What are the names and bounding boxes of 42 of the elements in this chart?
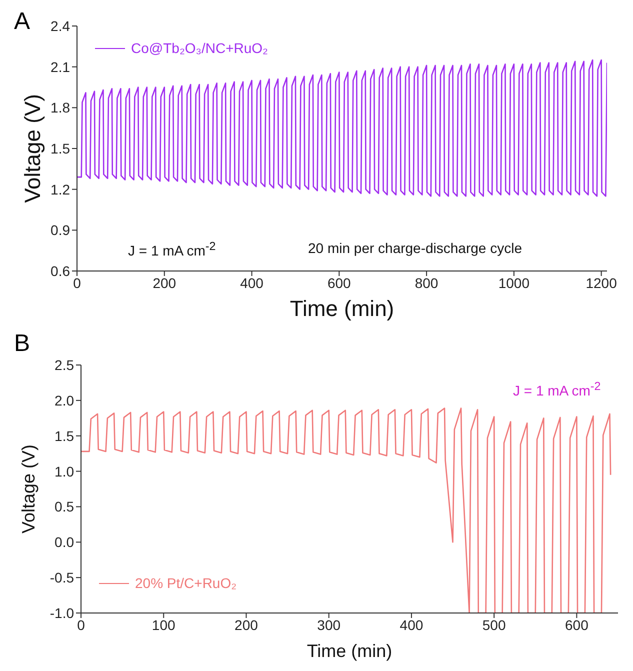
- annotation: J = 1 mA cm$^{-2}$: [128, 240, 216, 259]
- y-tick-label: 2.5: [54, 356, 74, 373]
- y-tick-label: 0.5: [54, 498, 74, 515]
- x-axis-title: Time (min): [290, 296, 394, 321]
- x-tick-label: 400: [240, 274, 264, 291]
- x-tick-label: 0: [77, 616, 86, 633]
- annotation: J = 1 mA cm$^{-2}$: [513, 380, 601, 399]
- y-tick-label: 2.1: [50, 58, 70, 75]
- y-tick-label: 2.4: [50, 18, 70, 34]
- x-tick-label: 200: [152, 274, 176, 291]
- y-tick-label: 1.2: [50, 181, 70, 198]
- x-tick-label: 600: [327, 274, 352, 291]
- y-axis-title: Voltage (V): [20, 94, 45, 203]
- y-tick-label: 1.5: [50, 140, 70, 156]
- y-tick-label: -0.5: [50, 570, 74, 586]
- y-axis-title: Voltage (V): [18, 444, 38, 534]
- annotation: 20 min per charge-discharge cycle: [308, 240, 522, 256]
- chart-title: B: [14, 330, 30, 358]
- y-tick-label: 0.9: [50, 222, 70, 238]
- x-tick-label: 600: [565, 616, 589, 633]
- line-series: [81, 408, 612, 613]
- y-tick-label: 0.6: [50, 262, 70, 279]
- x-tick-label: 1200: [586, 274, 618, 291]
- x-tick-label: 300: [317, 616, 341, 633]
- x-axis-title: Time (min): [306, 641, 392, 661]
- y-tick-label: 2.0: [54, 392, 74, 408]
- legend-label: 20% Pt/C+RuO₂: [135, 575, 237, 591]
- x-tick-label: 1000: [498, 274, 530, 291]
- y-tick-label: -1.0: [50, 604, 74, 621]
- chart-title: A: [14, 8, 30, 36]
- line-series: [77, 59, 607, 197]
- y-tick-label: 1.8: [50, 100, 70, 116]
- y-tick-label: 0.0: [54, 534, 74, 550]
- x-tick-label: 100: [152, 616, 176, 633]
- x-tick-label: 800: [414, 274, 438, 291]
- legend-label: Co@Tb₂O₃/NC+RuO₂: [131, 40, 268, 56]
- x-tick-label: 200: [234, 616, 258, 633]
- y-tick-label: 1.5: [54, 428, 74, 444]
- y-tick-label: 1.0: [54, 463, 74, 480]
- x-tick-label: 0: [73, 274, 82, 291]
- x-tick-label: 400: [400, 616, 424, 633]
- x-tick-label: 500: [482, 616, 506, 633]
